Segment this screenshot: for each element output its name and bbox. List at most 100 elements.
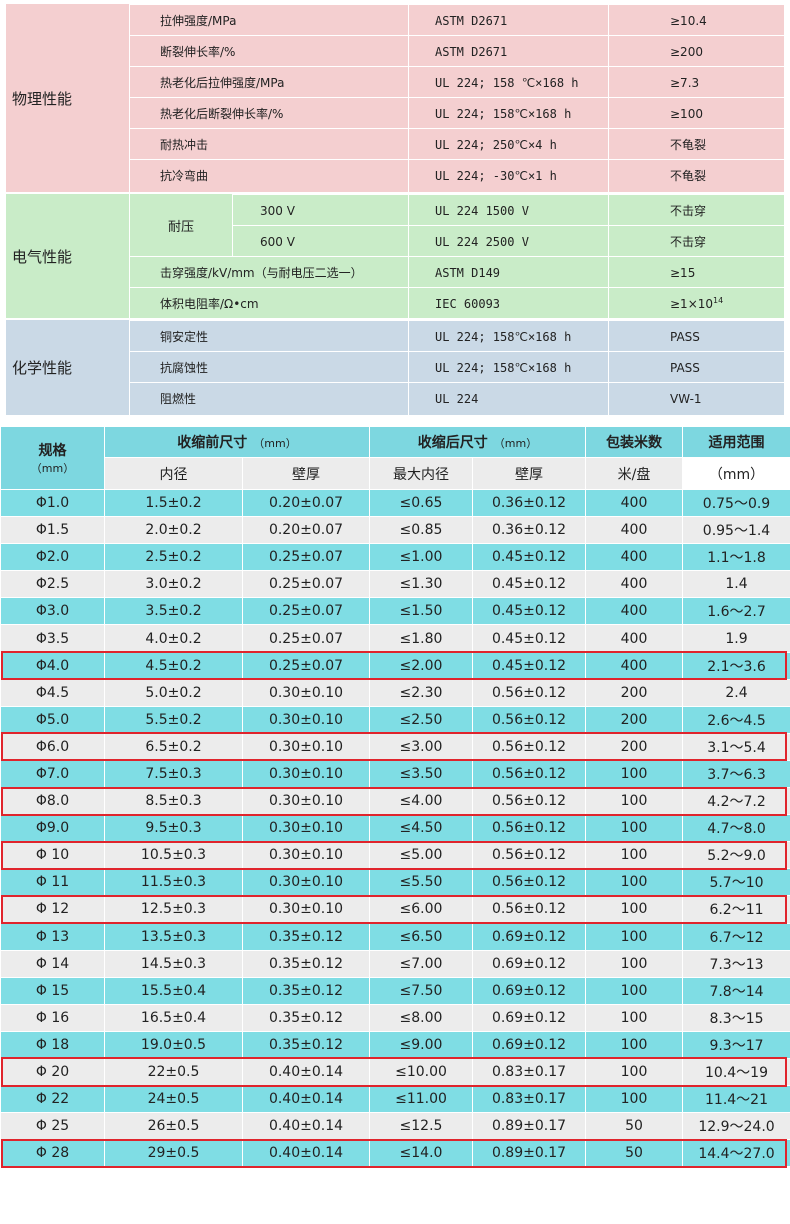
- max-inner-diameter-cell: ≤7.50: [369, 976, 473, 1005]
- inner-diameter-cell: 12.5±0.3: [104, 895, 243, 924]
- wall-after-cell: 0.56±0.12: [472, 732, 586, 761]
- wall-thickness-cell: 0.25±0.07: [242, 570, 370, 599]
- spec-cell: Φ 10: [0, 841, 105, 870]
- properties-table: 物理性能 拉伸强度/MPa ASTM D2671 ≥10.4 断裂伸长率/% A…: [6, 4, 784, 417]
- spec-cell: Φ5.0: [0, 705, 105, 734]
- max-inner-diameter-cell: ≤1.00: [369, 543, 473, 572]
- max-inner-diameter-cell: ≤12.5: [369, 1112, 473, 1141]
- inner-diameter-cell: 4.5±0.2: [104, 651, 243, 680]
- electrical-section: 电气性能 耐压 300 V UL 224 1500 V 不击穿 600 V UL…: [6, 194, 784, 320]
- table-row: Φ4.5 5.0±0.2 0.30±0.10 ≤2.30 0.56±0.12 200 2.4: [0, 678, 790, 707]
- wall-after-cell: 0.36±0.12: [472, 516, 586, 545]
- property-value: ≥7.3: [670, 75, 700, 90]
- wall-thickness-cell: 0.40±0.14: [242, 1085, 370, 1114]
- wall-after-cell: 0.56±0.12: [472, 895, 586, 924]
- inner-diameter-cell: 14.5±0.3: [104, 949, 243, 978]
- wall-thickness-cell: 0.40±0.14: [242, 1139, 370, 1168]
- inner-diameter-cell: 24±0.5: [104, 1085, 243, 1114]
- max-inner-diameter-cell: ≤2.30: [369, 678, 473, 707]
- max-inner-diameter-cell: ≤14.0: [369, 1139, 473, 1168]
- property-method: UL 224: [435, 391, 479, 406]
- spec-cell: Φ4.5: [0, 678, 105, 707]
- spec-cell: Φ3.5: [0, 624, 105, 653]
- inner-diameter-cell: 4.0±0.2: [104, 624, 243, 653]
- spec-cell: Φ4.0: [0, 651, 105, 680]
- apply-range-cell: 7.8～14: [682, 976, 790, 1005]
- property-name: 击穿强度/kV/mm（与耐电压二选一）: [160, 266, 363, 280]
- electrical-label: 电气性能: [6, 194, 130, 318]
- apply-range-cell: 1.4: [682, 570, 790, 599]
- wall-after-cell: 0.56±0.12: [472, 841, 586, 870]
- package-cell: 400: [585, 488, 683, 518]
- wall-after-cell: 0.56±0.12: [472, 868, 586, 897]
- max-inner-diameter-cell: ≤4.50: [369, 814, 473, 843]
- inner-diameter-cell: 6.5±0.2: [104, 732, 243, 761]
- wall-after-cell: 0.69±0.12: [472, 1030, 586, 1059]
- apply-range-cell: 2.6～4.5: [682, 705, 790, 734]
- max-inner-diameter-cell: ≤3.00: [369, 732, 473, 761]
- wall-thickness-cell: 0.30±0.10: [242, 868, 370, 897]
- package-cell: 100: [585, 922, 683, 951]
- spec-cell: Φ 28: [0, 1139, 105, 1168]
- property-method: UL 224; 158℃×168 h: [435, 329, 572, 344]
- package-cell: 100: [585, 1085, 683, 1114]
- wall-thickness-cell: 0.30±0.10: [242, 895, 370, 924]
- inner-diameter-cell: 5.5±0.2: [104, 705, 243, 734]
- property-row: 抗冷弯曲 UL 224; -30℃×1 h 不龟裂: [130, 159, 784, 191]
- inner-diameter-cell: 11.5±0.3: [104, 868, 243, 897]
- spec-cell: Φ 12: [0, 895, 105, 924]
- max-inner-diameter-cell: ≤0.65: [369, 488, 473, 518]
- property-method: UL 224; 158 ℃×168 h: [435, 75, 579, 90]
- inner-diameter-cell: 15.5±0.4: [104, 976, 243, 1005]
- property-row: 铜安定性 UL 224; 158℃×168 h PASS: [130, 320, 784, 352]
- inner-diameter-cell: 22±0.5: [104, 1057, 243, 1087]
- wall-after-cell: 0.45±0.12: [472, 597, 586, 626]
- table-row: Φ 20 22±0.5 0.40±0.14 ≤10.00 0.83±0.17 100 10.…: [0, 1057, 790, 1087]
- apply-range-cell: 1.9: [682, 624, 790, 653]
- table-row: Φ9.0 9.5±0.3 0.30±0.10 ≤4.50 0.56±0.12 100 4.7…: [0, 814, 790, 843]
- wall-after-cell: 0.45±0.12: [472, 651, 586, 680]
- max-inner-diameter-cell: ≤1.30: [369, 570, 473, 599]
- inner-diameter-cell: 1.5±0.2: [104, 488, 243, 518]
- wall-after-cell: 0.56±0.12: [472, 759, 586, 789]
- property-method: ASTM D149: [435, 265, 501, 280]
- header-inner-diameter: 内径: [104, 457, 243, 490]
- spec-cell: Φ2.5: [0, 570, 105, 599]
- header-before-shrink: 收缩前尺寸 （mm）: [104, 426, 370, 458]
- max-inner-diameter-cell: ≤10.00: [369, 1057, 473, 1087]
- package-cell: 400: [585, 624, 683, 653]
- max-inner-diameter-cell: ≤4.00: [369, 787, 473, 816]
- property-value: ≥10.4: [670, 13, 707, 28]
- wall-thickness-cell: 0.35±0.12: [242, 949, 370, 978]
- max-inner-diameter-cell: ≤1.80: [369, 624, 473, 653]
- inner-diameter-cell: 26±0.5: [104, 1112, 243, 1141]
- property-name: 断裂伸长率/%: [160, 45, 236, 59]
- wall-after-cell: 0.56±0.12: [472, 787, 586, 816]
- wall-thickness-cell: 0.30±0.10: [242, 732, 370, 761]
- apply-range-cell: 1.1～1.8: [682, 543, 790, 572]
- inner-diameter-cell: 7.5±0.3: [104, 759, 243, 789]
- property-value: 不龟裂: [670, 169, 707, 183]
- apply-range-cell: 8.3～15: [682, 1003, 790, 1032]
- wall-thickness-cell: 0.30±0.10: [242, 759, 370, 789]
- inner-diameter-cell: 10.5±0.3: [104, 841, 243, 870]
- property-name: 耐热冲击: [160, 138, 209, 152]
- property-value: 不龟裂: [670, 138, 707, 152]
- property-method: IEC 60093: [435, 296, 501, 311]
- wall-thickness-cell: 0.30±0.10: [242, 814, 370, 843]
- package-cell: 400: [585, 651, 683, 680]
- property-method: UL 224; -30℃×1 h: [435, 168, 557, 183]
- table-row: Φ6.0 6.5±0.2 0.30±0.10 ≤3.00 0.56±0.12 200 3.1…: [0, 732, 790, 761]
- package-cell: 50: [585, 1139, 683, 1168]
- table-row: Φ7.0 7.5±0.3 0.30±0.10 ≤3.50 0.56±0.12 100 3.7…: [0, 759, 790, 789]
- max-inner-diameter-cell: ≤5.50: [369, 868, 473, 897]
- wall-thickness-cell: 0.40±0.14: [242, 1112, 370, 1141]
- max-inner-diameter-cell: ≤2.50: [369, 705, 473, 734]
- header-wall-thickness-after: 壁厚: [472, 457, 586, 490]
- apply-range-cell: 3.7～6.3: [682, 759, 790, 789]
- package-cell: 100: [585, 1003, 683, 1032]
- header-package: 包装米数: [585, 426, 683, 458]
- wall-thickness-cell: 0.30±0.10: [242, 705, 370, 734]
- wall-thickness-cell: 0.25±0.07: [242, 543, 370, 572]
- table-row: Φ2.0 2.5±0.2 0.25±0.07 ≤1.00 0.45±0.12 400 1.1…: [0, 543, 790, 572]
